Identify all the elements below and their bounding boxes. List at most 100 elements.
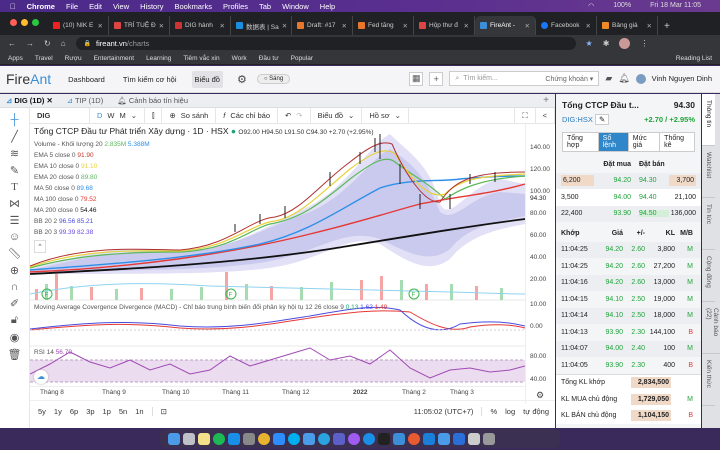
side-tab-knowledge[interactable]: Kiến thức: [702, 354, 715, 406]
app-store-icon[interactable]: [228, 432, 240, 445]
fireant-logo[interactable]: FireAnt: [6, 71, 52, 87]
tab-price-levels[interactable]: Mức giá: [628, 133, 661, 151]
skype-icon[interactable]: [288, 432, 300, 445]
close-tab-icon[interactable]: ✕: [524, 22, 530, 30]
tab-signal-alerts[interactable]: 🔔︎ Cảnh báo tín hiệu: [117, 96, 189, 105]
menu-history[interactable]: History: [134, 1, 163, 11]
profile-avatar[interactable]: [619, 38, 631, 49]
spotify-icon[interactable]: [213, 432, 225, 445]
candle-type-button[interactable]: ⫿: [145, 108, 163, 123]
axis-settings-gear-icon[interactable]: ⚙: [536, 390, 545, 400]
url-input[interactable]: 🔒 fireant.vn/charts: [75, 37, 576, 50]
reading-list-button[interactable]: Reading List: [675, 54, 712, 62]
rsi-legend[interactable]: RSI 14 56.70: [34, 349, 72, 356]
bookmark-folder[interactable]: Tiêm vắc xin: [183, 54, 220, 62]
side-tab-info[interactable]: Thông tin: [702, 94, 715, 146]
tab-dig[interactable]: ⊿ DIG (1D) ✕: [6, 96, 53, 105]
telegram-icon[interactable]: [318, 432, 330, 445]
bookmark-folder[interactable]: Travel: [34, 54, 53, 62]
search-scope-select[interactable]: Chứng khoán ▾: [545, 75, 594, 83]
safari-icon[interactable]: [408, 432, 420, 445]
bookmark-folder[interactable]: Popular: [290, 54, 313, 62]
legend-ma200[interactable]: MA 200 close 0 54.46: [34, 207, 97, 214]
trendline-icon[interactable]: ╱: [11, 131, 18, 143]
chat-icon[interactable]: ▰: [605, 73, 613, 83]
side-tab-watchlist[interactable]: Watchlist: [702, 146, 715, 198]
close-tab-icon[interactable]: ✕: [341, 22, 347, 30]
legend-ema5[interactable]: EMA 5 close 0 91.90: [34, 152, 94, 159]
close-tab-icon[interactable]: ✕: [402, 22, 408, 30]
user-avatar[interactable]: [635, 73, 646, 84]
legend-ma100[interactable]: MA 100 close 0 79.52: [34, 196, 97, 203]
app-icon[interactable]: [453, 432, 465, 445]
compare-button[interactable]: ⊕ So sánh: [162, 108, 217, 123]
close-tab-icon[interactable]: ✕: [97, 22, 103, 30]
date-range-icon[interactable]: ⊡: [151, 407, 167, 416]
add-chart-button[interactable]: +: [543, 95, 549, 106]
chevron-down-icon[interactable]: ⌄: [130, 111, 138, 120]
menu-tab[interactable]: Tab: [253, 1, 271, 11]
side-tab-community[interactable]: Cộng đồng: [702, 250, 715, 302]
browser-tab[interactable]: (10) NIK E ✕: [48, 16, 109, 35]
terminal-icon[interactable]: [378, 432, 390, 445]
forward-icon[interactable]: →: [26, 39, 34, 48]
messenger-icon[interactable]: [348, 432, 360, 445]
lock-drawing-icon[interactable]: ✐: [9, 298, 20, 310]
symbol-link[interactable]: DIG:HSX: [562, 115, 593, 124]
fullscreen-icon[interactable]: ⛶: [514, 108, 536, 123]
legend-volume[interactable]: Volume - Khối lượng 20 2.835M 5.388M: [34, 141, 150, 148]
percent-toggle[interactable]: %: [481, 407, 497, 416]
add-button[interactable]: +: [429, 71, 444, 86]
range-1y[interactable]: 1y: [53, 407, 62, 416]
user-name[interactable]: Vinh Nguyen Dinh: [651, 74, 712, 83]
zoom-in-icon[interactable]: ⊕: [9, 265, 20, 277]
prediction-icon[interactable]: ☰: [9, 215, 20, 227]
fib-icon[interactable]: ≋: [9, 148, 20, 160]
close-window-button[interactable]: [10, 19, 17, 26]
auto-scale-toggle[interactable]: tự động: [523, 407, 549, 416]
browser-tab-active[interactable]: FireAnt - ✕: [475, 16, 536, 35]
menu-file[interactable]: File: [60, 1, 78, 11]
chart-type-menu[interactable]: Biểu đồ ⌄: [311, 108, 363, 123]
browser-tab[interactable]: TRÍ TUỆ Đ ✕: [109, 16, 170, 35]
side-tab-alerts[interactable]: Cảnh báo (22): [702, 302, 720, 354]
menu-profiles[interactable]: Profiles: [217, 1, 248, 11]
legend-bb2[interactable]: BB 20 2 96.56 85.21: [34, 218, 94, 225]
price-axis[interactable]: 140.00 120.00 100.00 94.30 80.00 60.00 4…: [525, 124, 555, 404]
undo-icon[interactable]: ↶: [285, 111, 292, 120]
zoom-icon[interactable]: [273, 432, 285, 445]
brush-icon[interactable]: ✎: [9, 165, 20, 177]
collapse-legend-button[interactable]: ^: [34, 240, 46, 253]
close-tab-icon[interactable]: ✕: [281, 22, 288, 30]
apple-icon[interactable]: : [10, 2, 16, 11]
menu-window[interactable]: Window: [276, 1, 309, 11]
theme-toggle[interactable]: ○ Sáng: [256, 74, 291, 84]
browser-tab[interactable]: Draft: #17 ✕: [292, 16, 353, 35]
settings-gear-icon[interactable]: ⚙: [236, 73, 247, 86]
menu-edit[interactable]: Edit: [83, 1, 102, 11]
close-tab-icon[interactable]: ✕: [46, 96, 53, 105]
browser-tab[interactable]: Fed tăng ✕: [353, 16, 414, 35]
clock[interactable]: Fri 18 Mar 11:05: [650, 2, 701, 9]
launchpad-icon[interactable]: [183, 432, 195, 445]
interval-d[interactable]: D: [97, 111, 103, 120]
text-icon[interactable]: T: [11, 181, 18, 193]
minimize-window-button[interactable]: [21, 19, 28, 26]
star-icon[interactable]: ★: [585, 39, 593, 48]
layout-grid-button[interactable]: ▦: [409, 71, 424, 86]
back-icon[interactable]: ←: [8, 39, 16, 48]
reload-icon[interactable]: ↻: [44, 39, 51, 48]
bookmark-folder[interactable]: Entertainment: [93, 54, 135, 62]
indicators-button[interactable]: f Các chỉ báo: [216, 108, 278, 123]
range-5y[interactable]: 5y: [38, 407, 46, 416]
browser-tab[interactable]: Bảng giá ✕: [597, 16, 658, 35]
menu-view[interactable]: View: [107, 1, 129, 11]
orderbook-row[interactable]: 6,200 94.20 94.30 3,700: [556, 172, 701, 189]
home-icon[interactable]: ⌂: [60, 39, 66, 48]
search-input[interactable]: ⌕ Tìm kiếm... Chứng khoán ▾: [449, 71, 600, 86]
share-icon[interactable]: <: [536, 108, 555, 123]
edit-icon[interactable]: ✎: [594, 114, 610, 125]
close-tab-icon[interactable]: ✕: [646, 22, 652, 30]
bookmark-folder[interactable]: Learning: [146, 54, 172, 62]
macd-legend[interactable]: Moving Average Covergence Divergence (MA…: [34, 304, 388, 311]
